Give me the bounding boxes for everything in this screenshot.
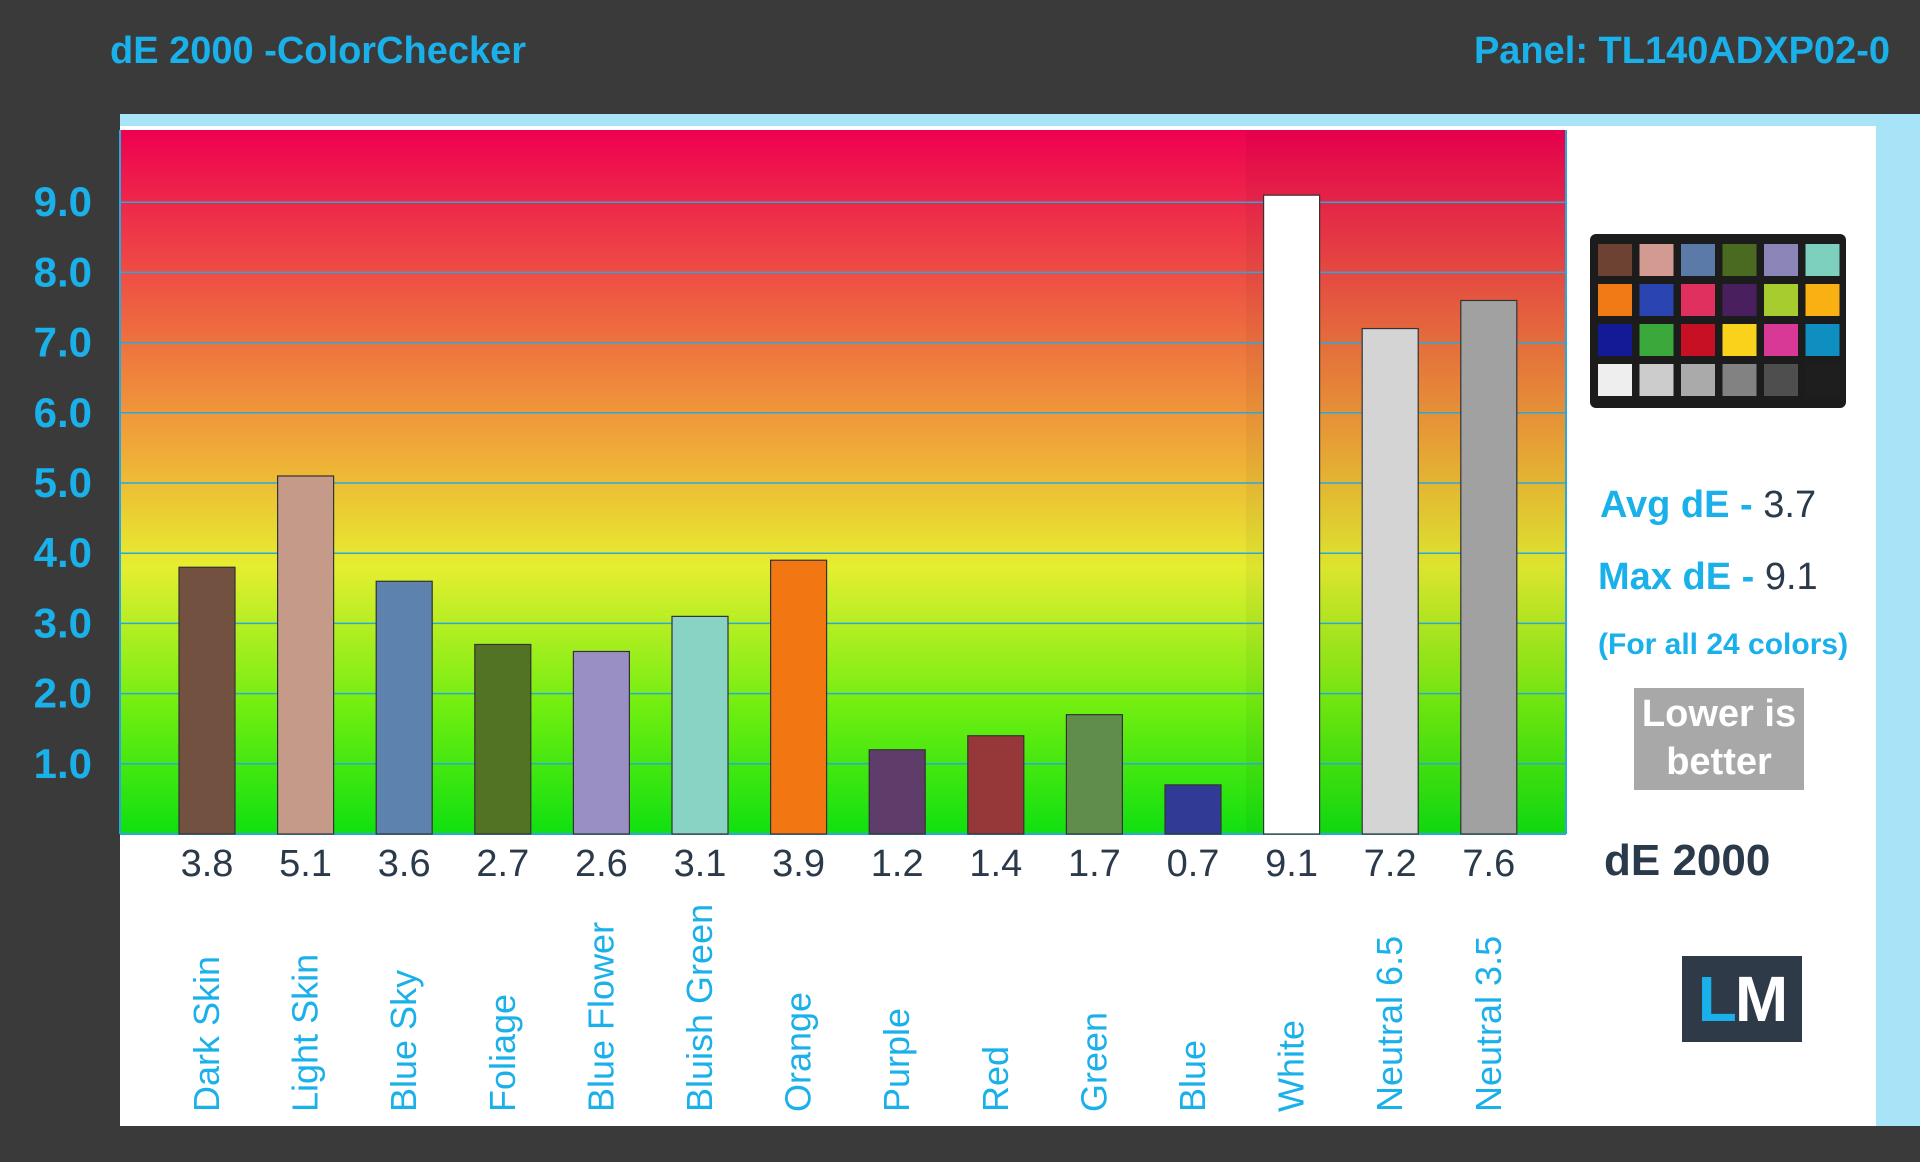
value-label: 3.1 — [674, 843, 727, 885]
y-tick-label: 7.0 — [34, 319, 92, 366]
colorchecker-swatch — [1639, 324, 1674, 356]
avg-de-label: Avg dE - — [1600, 484, 1753, 526]
category-label: Neutral 6.5 — [1369, 936, 1410, 1112]
colorchecker-swatch — [1722, 284, 1757, 316]
value-label: 3.8 — [181, 843, 234, 885]
colorchecker-swatch — [1681, 284, 1715, 316]
colorchecker-swatch — [1805, 364, 1840, 396]
unit-label: dE 2000 — [1604, 836, 1771, 885]
value-label: 1.4 — [969, 843, 1022, 885]
y-tick-label: 2.0 — [34, 670, 92, 717]
category-label: Blue Flower — [580, 922, 621, 1112]
max-de-stat: Max dE - 9.1 — [1598, 556, 1818, 599]
logo-letter-l: L — [1697, 963, 1737, 1035]
avg-de-stat: Avg dE - 3.7 — [1600, 484, 1816, 527]
value-label: 1.2 — [871, 843, 924, 885]
lm-logo: LM — [1682, 956, 1802, 1042]
y-tick-label: 9.0 — [34, 178, 92, 225]
bar — [868, 749, 926, 835]
value-label: 7.6 — [1462, 843, 1515, 885]
value-label: 3.9 — [772, 843, 825, 885]
bar — [1460, 299, 1518, 835]
bar — [277, 475, 335, 835]
y-tick-label: 6.0 — [34, 389, 92, 436]
colorchecker-swatch — [1722, 244, 1757, 276]
colorchecker-swatch — [1598, 364, 1632, 396]
bar — [671, 615, 729, 835]
lower-is-better-badge: Lower is better — [1634, 688, 1804, 790]
bar — [967, 735, 1025, 835]
y-tick-label: 8.0 — [34, 248, 92, 295]
colorchecker-swatch — [1722, 364, 1757, 396]
colorchecker-swatch — [1805, 324, 1840, 356]
colorchecker-swatch — [1805, 244, 1840, 276]
plot-background — [120, 130, 1566, 834]
category-label: Blue — [1172, 1040, 1213, 1112]
logo-letter-m: M — [1734, 963, 1788, 1035]
bar — [572, 650, 631, 835]
colorchecker-swatch — [1681, 364, 1715, 396]
bar — [769, 559, 828, 835]
category-label: Foliage — [482, 994, 523, 1112]
colorchecker-swatch — [1598, 324, 1632, 356]
category-label: Red — [975, 1046, 1016, 1112]
colorchecker-swatch — [1764, 364, 1798, 396]
value-label: 2.6 — [575, 843, 628, 885]
category-label: Orange — [778, 992, 819, 1112]
y-tick-label: 1.0 — [34, 740, 92, 787]
y-tick-label: 3.0 — [34, 599, 92, 646]
category-label: Light Skin — [285, 954, 326, 1112]
category-label: Dark Skin — [186, 956, 227, 1112]
chart-title: dE 2000 -ColorChecker — [110, 30, 527, 72]
colorchecker-swatch — [1598, 284, 1632, 316]
colorchecker-swatch — [1764, 284, 1798, 316]
colorchecker-swatch — [1639, 244, 1674, 276]
max-de-value: 9.1 — [1764, 556, 1818, 598]
value-label: 3.6 — [378, 843, 431, 885]
colorchecker-swatch — [1764, 244, 1798, 276]
y-tick-label: 4.0 — [34, 529, 92, 576]
value-label: 2.7 — [476, 843, 529, 885]
bar — [1361, 327, 1419, 835]
lower-line-1: Lower is — [1641, 693, 1797, 735]
value-label: 1.7 — [1068, 843, 1121, 885]
value-label: 7.2 — [1364, 843, 1417, 885]
bar — [474, 643, 532, 835]
y-tick-label: 5.0 — [34, 459, 92, 506]
panel-top-strip — [120, 114, 1876, 126]
lower-line-2: better — [1666, 741, 1772, 783]
colorchecker-swatch — [1722, 324, 1757, 356]
colorchecker-swatch — [1764, 324, 1798, 356]
colorchecker-swatch — [1805, 284, 1840, 316]
bar — [178, 566, 236, 835]
category-label: Blue Sky — [383, 970, 424, 1112]
colorchecker-swatch — [1681, 244, 1715, 276]
category-label: White — [1271, 1020, 1312, 1112]
bar — [375, 580, 433, 835]
colors-note: (For all 24 colors) — [1598, 628, 1849, 661]
category-label: Purple — [876, 1008, 917, 1112]
category-label: Neutral 3.5 — [1468, 936, 1509, 1112]
colorchecker-swatch — [1639, 364, 1674, 396]
bar — [1065, 714, 1124, 835]
value-label: 5.1 — [279, 843, 332, 885]
value-label: 9.1 — [1265, 843, 1318, 885]
max-de-label: Max dE - — [1598, 556, 1755, 598]
category-label: Green — [1073, 1012, 1114, 1112]
avg-de-value: 3.7 — [1763, 484, 1817, 526]
category-label: Bluish Green — [679, 904, 720, 1112]
colorchecker-swatch — [1681, 324, 1715, 356]
colorchecker-swatch — [1639, 284, 1674, 316]
colorchecker-swatch — [1598, 244, 1632, 276]
value-label: 0.7 — [1167, 843, 1220, 885]
bar — [1164, 784, 1222, 835]
panel-name: Panel: TL140ADXP02-0 — [1473, 30, 1890, 72]
bar — [1262, 194, 1321, 835]
